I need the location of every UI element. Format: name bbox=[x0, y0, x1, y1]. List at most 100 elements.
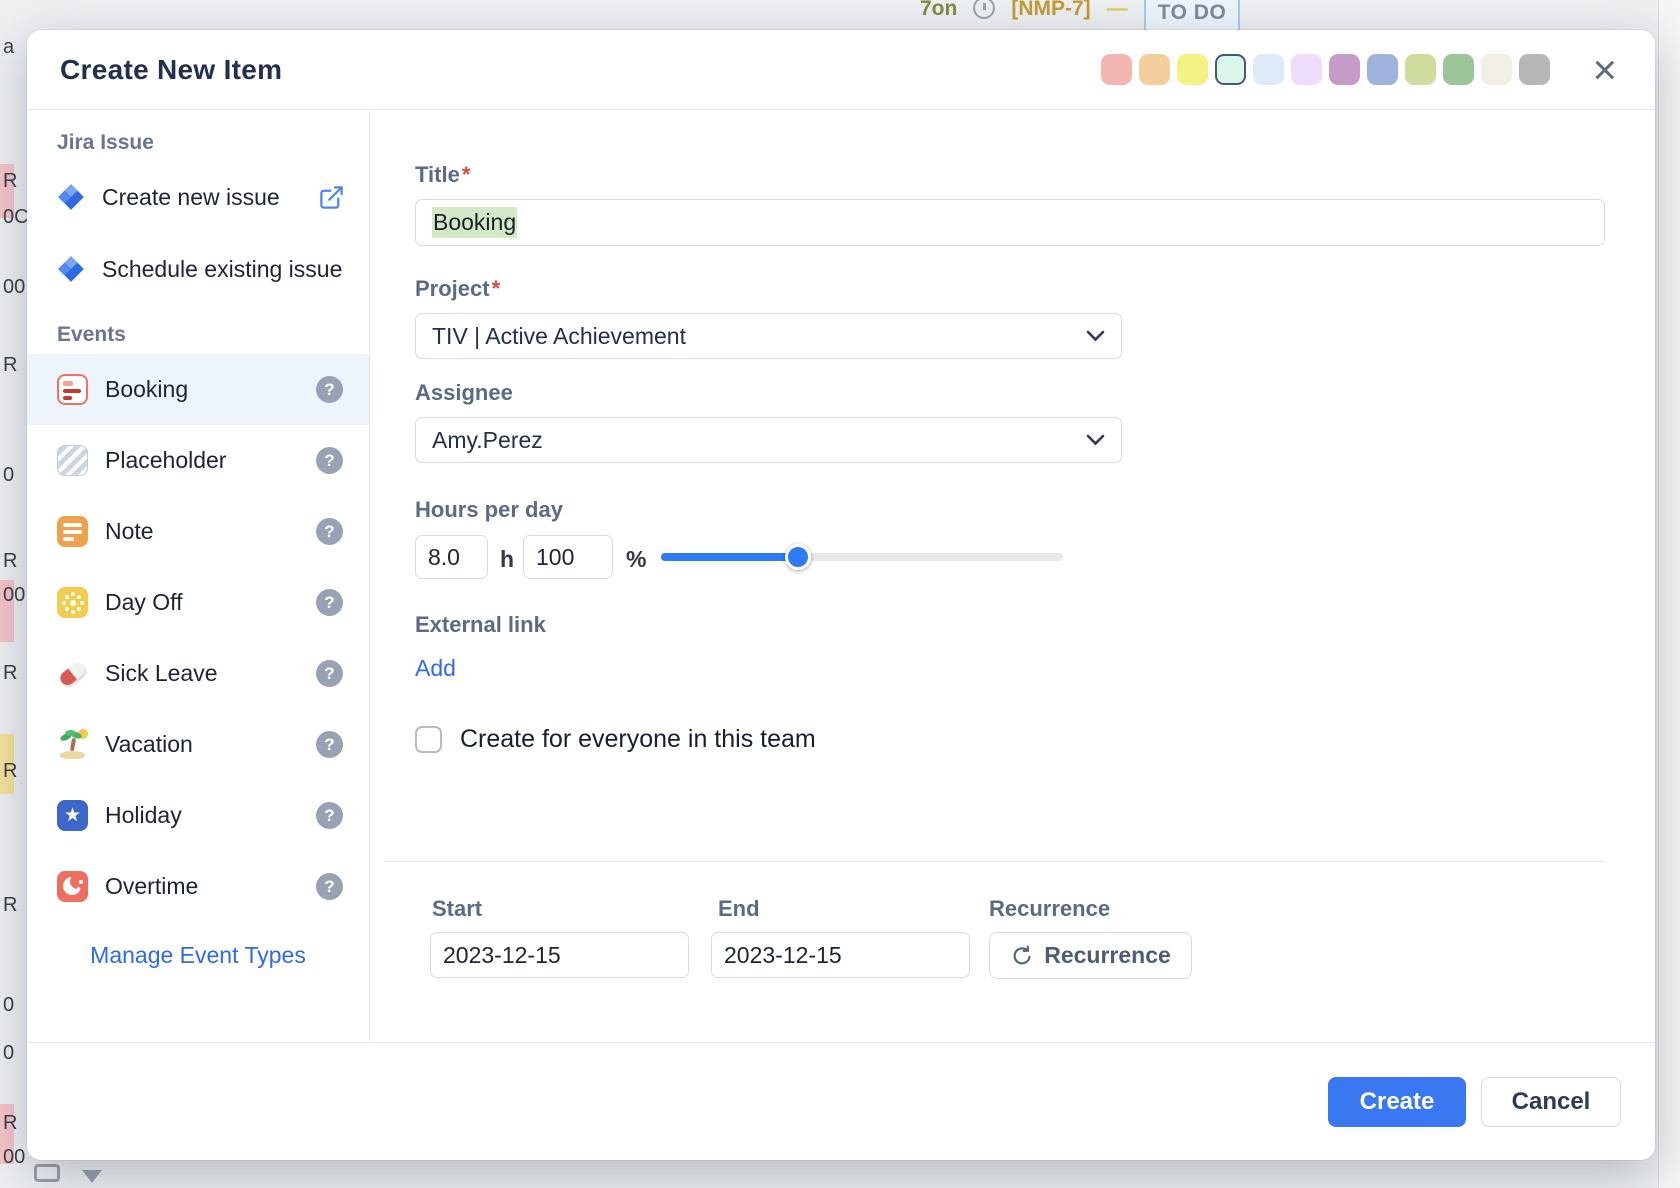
external-link-icon[interactable] bbox=[318, 184, 345, 211]
color-swatch[interactable] bbox=[1177, 54, 1209, 85]
background-text-fragment: 0 bbox=[3, 464, 15, 486]
hours-input[interactable] bbox=[415, 535, 488, 579]
chevron-down-icon bbox=[1086, 330, 1105, 342]
close-icon[interactable]: × bbox=[1592, 45, 1617, 93]
percent-unit-label: % bbox=[626, 546, 647, 572]
background-text-fragment: 0C bbox=[3, 206, 29, 228]
background-text-fragment: 00 bbox=[3, 584, 26, 606]
modal-title: Create New Item bbox=[60, 53, 283, 85]
color-swatch-selected[interactable] bbox=[1215, 54, 1247, 85]
vacation-icon bbox=[57, 729, 88, 760]
background-text-fragment: R bbox=[3, 662, 18, 684]
color-swatch[interactable] bbox=[1253, 54, 1285, 85]
sidebar-item-label: Holiday bbox=[105, 802, 182, 828]
recurrence-button[interactable]: Recurrence bbox=[989, 932, 1192, 979]
history-icon bbox=[973, 0, 996, 19]
create-button[interactable]: Create bbox=[1328, 1076, 1466, 1127]
sidebar-item-day-off[interactable]: Day Off ? bbox=[27, 567, 369, 638]
end-date-input[interactable] bbox=[711, 932, 970, 978]
jira-issue-section-label: Jira Issue bbox=[57, 131, 154, 154]
help-icon[interactable]: ? bbox=[316, 447, 343, 474]
help-icon[interactable]: ? bbox=[316, 376, 343, 403]
background-text-fragment: R bbox=[3, 354, 18, 376]
background-text-fragment: 7on bbox=[920, 0, 958, 20]
assignee-label: Assignee bbox=[415, 380, 513, 405]
percent-input[interactable] bbox=[523, 535, 613, 579]
color-swatch[interactable] bbox=[1405, 54, 1437, 85]
recurrence-icon bbox=[1010, 944, 1034, 968]
hours-slider-thumb[interactable] bbox=[784, 544, 811, 570]
assignee-select[interactable]: Amy.Perez bbox=[415, 417, 1122, 463]
project-select[interactable]: TIV | Active Achievement bbox=[415, 313, 1122, 359]
sidebar-item-create-new-issue[interactable]: Create new issue bbox=[27, 164, 369, 230]
color-swatch[interactable] bbox=[1291, 54, 1323, 85]
background-text-fragment: R bbox=[3, 894, 18, 916]
required-marker: * bbox=[491, 276, 501, 301]
end-label: End bbox=[718, 896, 760, 921]
sidebar-item-label: Booking bbox=[105, 376, 189, 402]
modal-footer: Create Cancel bbox=[27, 1042, 1655, 1160]
sidebar-item-label: Overtime bbox=[105, 873, 199, 899]
create-new-item-modal: Create New Item × Jira Issue Create new … bbox=[27, 30, 1655, 1160]
help-icon[interactable]: ? bbox=[316, 802, 343, 829]
overtime-icon bbox=[57, 871, 88, 902]
background-text-fragment: R bbox=[3, 1112, 18, 1134]
sidebar-item-overtime[interactable]: Overtime ? bbox=[27, 851, 369, 922]
background-text-fragment: R bbox=[3, 550, 18, 572]
booking-icon bbox=[57, 374, 88, 405]
project-value: TIV | Active Achievement bbox=[432, 322, 686, 349]
color-swatch[interactable] bbox=[1519, 54, 1551, 85]
background-row-fragment: 7on [NMP-7] — TO DO bbox=[920, 0, 1241, 35]
note-icon bbox=[57, 516, 88, 547]
color-swatch[interactable] bbox=[1139, 54, 1171, 85]
everyone-checkbox[interactable] bbox=[415, 726, 442, 753]
sidebar-item-note[interactable]: Note ? bbox=[27, 496, 369, 567]
help-icon[interactable]: ? bbox=[316, 518, 343, 545]
sidebar-item-schedule-existing-issue[interactable]: Schedule existing issue bbox=[27, 236, 369, 302]
background-text-fragment: 0 bbox=[3, 994, 15, 1016]
jira-icon bbox=[57, 183, 85, 211]
sidebar-item-vacation[interactable]: Vacation ? bbox=[27, 709, 369, 780]
cancel-button[interactable]: Cancel bbox=[1481, 1076, 1621, 1127]
hours-slider-fill bbox=[661, 553, 798, 561]
background-status-cell: TO DO bbox=[1143, 0, 1241, 35]
color-swatch[interactable] bbox=[1367, 54, 1399, 85]
color-swatch[interactable] bbox=[1329, 54, 1361, 85]
color-palette bbox=[1101, 54, 1551, 85]
chevron-down-icon bbox=[1086, 434, 1105, 446]
color-swatch[interactable] bbox=[1481, 54, 1513, 85]
sidebar-item-label: Schedule existing issue bbox=[102, 255, 343, 282]
window-icon bbox=[34, 1164, 60, 1182]
caret-down-icon bbox=[82, 1170, 102, 1183]
add-external-link[interactable]: Add bbox=[415, 655, 456, 681]
assignee-value: Amy.Perez bbox=[432, 426, 543, 453]
title-input[interactable]: Booking bbox=[415, 199, 1605, 246]
background-color-chip bbox=[0, 580, 14, 642]
sidebar: Jira Issue Create new issue bbox=[27, 110, 370, 1042]
help-icon[interactable]: ? bbox=[316, 589, 343, 616]
sidebar-item-sick-leave[interactable]: Sick Leave ? bbox=[27, 638, 369, 709]
hours-per-day-label: Hours per day bbox=[415, 497, 563, 522]
sidebar-item-holiday[interactable]: ★ Holiday ? bbox=[27, 780, 369, 851]
background-dash: — bbox=[1106, 0, 1128, 20]
hours-slider[interactable] bbox=[661, 544, 1063, 570]
background-color-chip bbox=[0, 1104, 14, 1164]
color-swatch[interactable] bbox=[1101, 54, 1133, 85]
section-divider bbox=[384, 861, 1604, 862]
background-issue-key: [NMP-7] bbox=[1011, 0, 1091, 20]
help-icon[interactable]: ? bbox=[316, 731, 343, 758]
background-text-fragment: R bbox=[3, 760, 18, 782]
day-off-icon bbox=[57, 587, 88, 618]
help-icon[interactable]: ? bbox=[316, 873, 343, 900]
background-color-chip bbox=[0, 164, 14, 218]
help-icon[interactable]: ? bbox=[316, 660, 343, 687]
sidebar-item-label: Day Off bbox=[105, 589, 183, 615]
color-swatch[interactable] bbox=[1443, 54, 1475, 85]
sidebar-item-booking[interactable]: Booking ? bbox=[27, 354, 369, 425]
manage-event-types-link[interactable]: Manage Event Types bbox=[90, 942, 306, 968]
sidebar-item-placeholder[interactable]: Placeholder ? bbox=[27, 425, 369, 496]
external-link-label: External link bbox=[415, 612, 546, 637]
recurrence-button-label: Recurrence bbox=[1044, 942, 1171, 968]
start-date-input[interactable] bbox=[430, 932, 689, 978]
